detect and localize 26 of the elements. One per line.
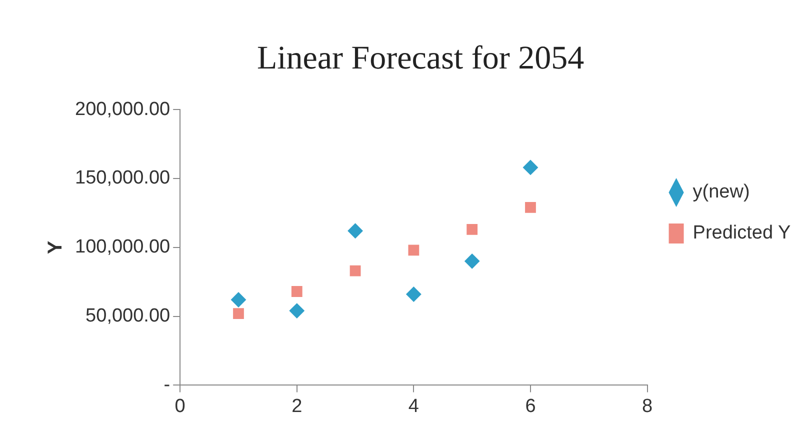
y-axis-title: Y [44, 240, 67, 254]
point [291, 286, 302, 297]
y-tick-label: 100,000.00 [75, 236, 170, 258]
point [464, 254, 480, 269]
point [466, 224, 478, 235]
point [525, 202, 536, 213]
legend-label: y(new) [692, 182, 750, 203]
chart-title: Linear Forecast for 2054 [256, 40, 584, 76]
y-tick-label: - [164, 374, 170, 396]
point [348, 223, 363, 238]
x-tick-label: 6 [525, 396, 536, 417]
y-tick-label: 200,000.00 [75, 98, 170, 120]
point [406, 286, 422, 302]
x-tick-label: 0 [174, 396, 186, 417]
x-tick-label: 4 [408, 396, 420, 417]
legend-label: Predicted Y [692, 222, 791, 244]
x-tick-label: 2 [292, 396, 302, 417]
point [233, 308, 244, 319]
y-tick-label: 150,000.00 [75, 168, 170, 189]
point [408, 244, 420, 256]
point [289, 303, 304, 318]
point [230, 292, 246, 308]
point [350, 265, 361, 276]
point [522, 160, 538, 175]
x-tick-label: 8 [642, 396, 653, 417]
y-tick-label: 50,000.00 [86, 306, 170, 327]
